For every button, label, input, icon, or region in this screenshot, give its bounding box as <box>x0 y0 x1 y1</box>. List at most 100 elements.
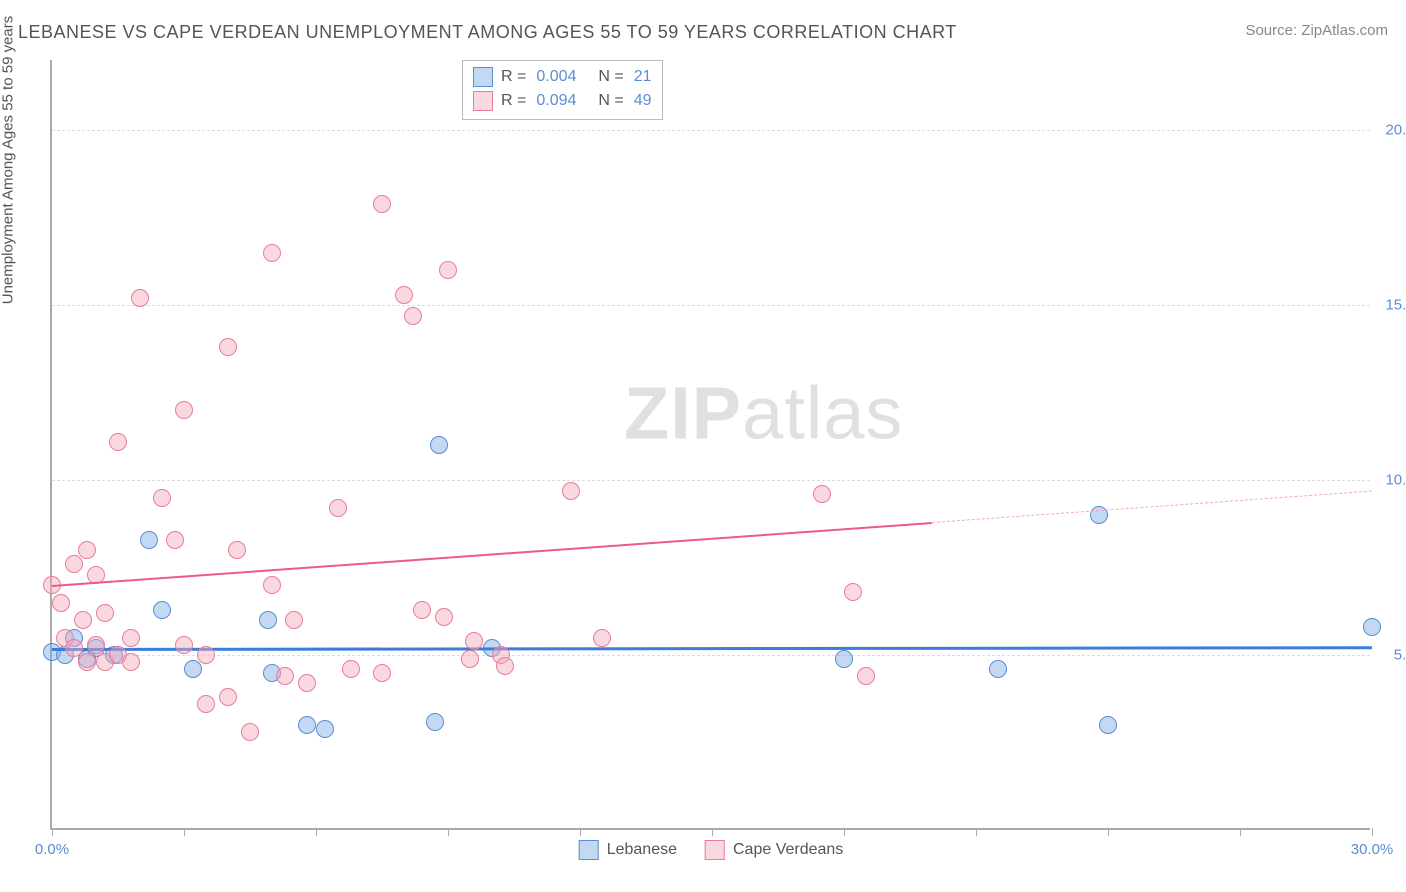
n-value-capeverdean: 49 <box>634 92 652 110</box>
data-point <box>184 660 202 678</box>
r-value-lebanese: 0.004 <box>536 68 576 86</box>
r-label: R = <box>501 68 526 86</box>
data-point <box>96 604 114 622</box>
data-point <box>857 667 875 685</box>
data-point <box>373 664 391 682</box>
plot-area: ZIPatlas R = 0.004 N = 21 R = 0.094 N = … <box>50 60 1370 830</box>
data-point <box>562 482 580 500</box>
data-point <box>166 531 184 549</box>
n-value-lebanese: 21 <box>634 68 652 86</box>
data-point <box>122 629 140 647</box>
legend-label-lebanese: Lebanese <box>607 841 677 859</box>
data-point <box>241 723 259 741</box>
data-point <box>228 541 246 559</box>
data-point <box>342 660 360 678</box>
data-point <box>52 594 70 612</box>
legend-item-lebanese: Lebanese <box>579 840 677 860</box>
watermark-light: atlas <box>742 372 903 455</box>
data-point <box>593 629 611 647</box>
swatch-lebanese-icon <box>473 67 493 87</box>
y-tick-label: 20.0% <box>1378 122 1406 139</box>
x-tick <box>976 828 977 836</box>
x-tick-label: 30.0% <box>1351 841 1394 858</box>
data-point <box>435 608 453 626</box>
data-point <box>175 401 193 419</box>
data-point <box>131 289 149 307</box>
data-point <box>109 433 127 451</box>
data-point <box>74 611 92 629</box>
x-tick <box>712 828 713 836</box>
y-tick-label: 15.0% <box>1378 297 1406 314</box>
x-tick-label: 0.0% <box>35 841 69 858</box>
data-point <box>316 720 334 738</box>
data-point <box>78 653 96 671</box>
data-point <box>140 531 158 549</box>
x-tick <box>1108 828 1109 836</box>
data-point <box>461 650 479 668</box>
x-tick <box>52 828 53 836</box>
data-point <box>1099 716 1117 734</box>
n-label: N = <box>598 92 623 110</box>
data-point <box>153 489 171 507</box>
y-tick-label: 10.0% <box>1378 472 1406 489</box>
data-point <box>813 485 831 503</box>
x-tick <box>1240 828 1241 836</box>
legend-item-capeverdean: Cape Verdeans <box>705 840 843 860</box>
data-point <box>122 653 140 671</box>
trend-line <box>52 522 932 587</box>
data-point <box>329 499 347 517</box>
data-point <box>413 601 431 619</box>
data-point <box>197 695 215 713</box>
data-point <box>439 261 457 279</box>
data-point <box>263 576 281 594</box>
data-point <box>153 601 171 619</box>
data-point <box>496 657 514 675</box>
legend-swatch-lebanese-icon <box>579 840 599 860</box>
data-point <box>465 632 483 650</box>
data-point <box>78 541 96 559</box>
stats-row-lebanese: R = 0.004 N = 21 <box>473 65 652 89</box>
data-point <box>844 583 862 601</box>
data-point <box>263 244 281 262</box>
y-tick-label: 5.0% <box>1378 647 1406 664</box>
data-point <box>989 660 1007 678</box>
gridline <box>52 130 1370 131</box>
data-point <box>87 636 105 654</box>
data-point <box>373 195 391 213</box>
gridline <box>52 480 1370 481</box>
data-point <box>404 307 422 325</box>
x-tick <box>316 828 317 836</box>
data-point <box>259 611 277 629</box>
data-point <box>276 667 294 685</box>
data-point <box>426 713 444 731</box>
legend-label-capeverdean: Cape Verdeans <box>733 841 843 859</box>
x-tick <box>844 828 845 836</box>
data-point <box>197 646 215 664</box>
x-tick <box>1372 828 1373 836</box>
data-point <box>285 611 303 629</box>
gridline <box>52 655 1370 656</box>
data-point <box>430 436 448 454</box>
data-point <box>298 716 316 734</box>
data-point <box>219 688 237 706</box>
legend-swatch-capeverdean-icon <box>705 840 725 860</box>
r-label: R = <box>501 92 526 110</box>
data-point <box>1363 618 1381 636</box>
x-tick <box>448 828 449 836</box>
gridline <box>52 305 1370 306</box>
n-label: N = <box>598 68 623 86</box>
stats-legend-box: R = 0.004 N = 21 R = 0.094 N = 49 <box>462 60 663 120</box>
data-point <box>835 650 853 668</box>
y-axis-label: Unemployment Among Ages 55 to 59 years <box>0 16 17 305</box>
source-label: Source: ZipAtlas.com <box>1245 22 1388 39</box>
x-tick <box>184 828 185 836</box>
watermark-bold: ZIP <box>624 372 742 455</box>
watermark: ZIPatlas <box>624 371 903 456</box>
data-point <box>298 674 316 692</box>
data-point <box>65 555 83 573</box>
stats-row-capeverdean: R = 0.094 N = 49 <box>473 89 652 113</box>
data-point <box>219 338 237 356</box>
r-value-capeverdean: 0.094 <box>536 92 576 110</box>
bottom-legend: Lebanese Cape Verdeans <box>579 840 844 860</box>
chart-title: LEBANESE VS CAPE VERDEAN UNEMPLOYMENT AM… <box>18 22 957 43</box>
